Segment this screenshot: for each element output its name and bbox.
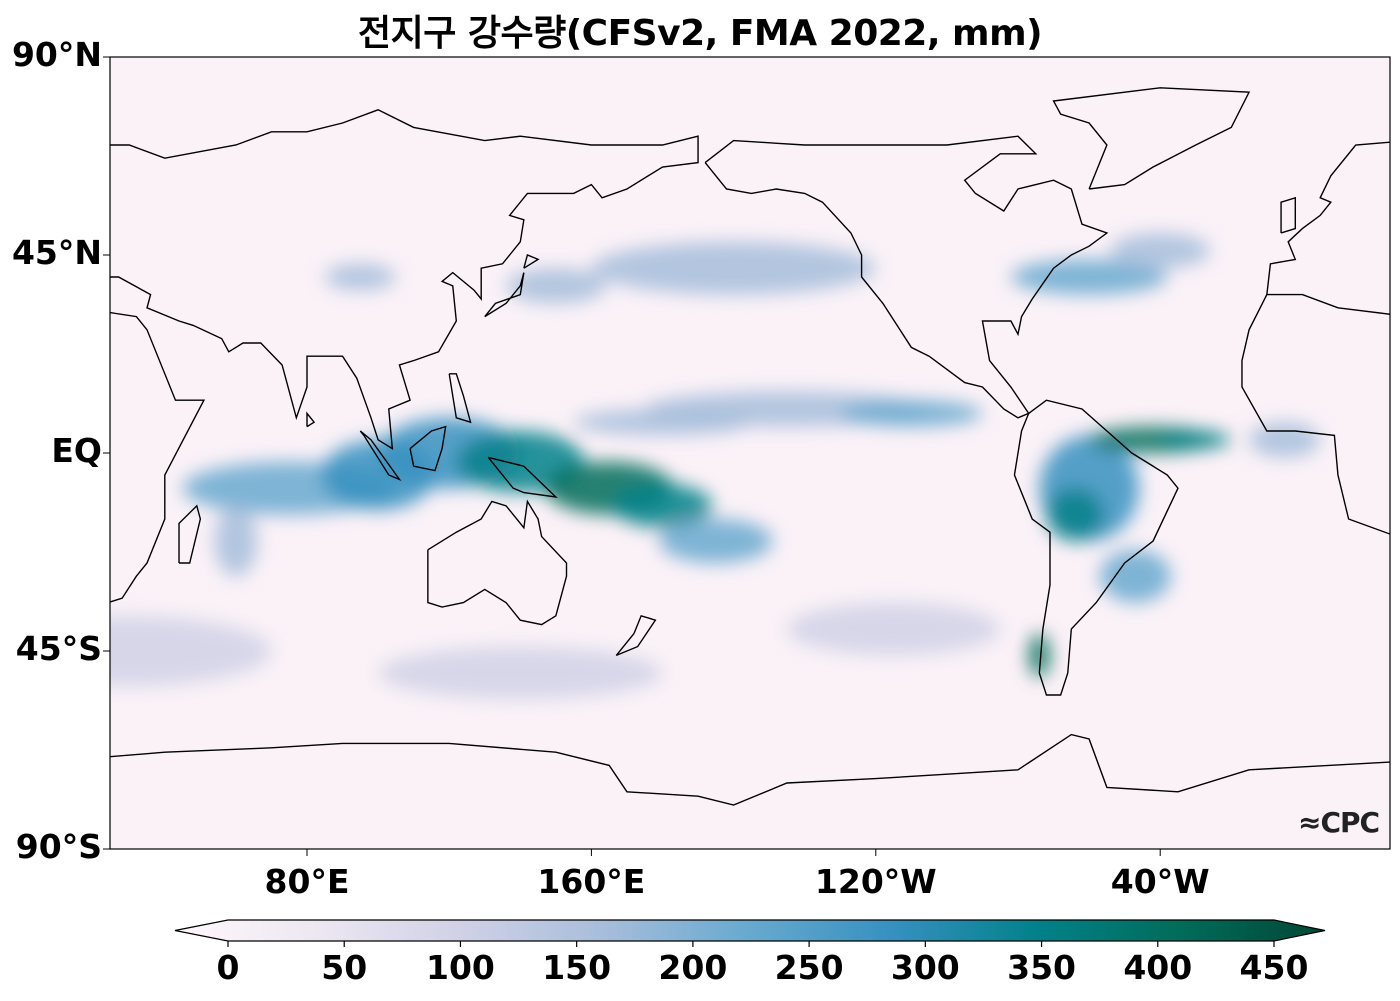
coastline	[1266, 141, 1390, 295]
map-background	[110, 57, 1390, 849]
precip-region	[1028, 633, 1050, 678]
precip-region	[324, 263, 396, 291]
lon-tick-label: 160°E	[537, 862, 646, 901]
precip-region	[110, 615, 272, 687]
lat-tick-label: 45°N	[11, 233, 102, 272]
colorbar-tick-label: 50	[321, 948, 368, 987]
lat-tick-label: 45°S	[15, 629, 102, 668]
colorbar-tick-label: 300	[890, 948, 960, 987]
precip-region	[612, 483, 713, 528]
precip-region	[378, 646, 663, 700]
coastline	[1241, 293, 1390, 535]
lon-tick-label: 120°W	[814, 862, 937, 901]
coastline	[484, 272, 525, 318]
coastlines	[110, 87, 1390, 806]
coastline	[178, 504, 202, 564]
coastline	[1052, 87, 1251, 190]
precip-region	[840, 400, 983, 427]
precip-region	[591, 241, 876, 295]
precip-region	[214, 505, 258, 577]
colorbar-tick-label: 250	[774, 948, 844, 987]
precip-region	[1046, 488, 1104, 541]
precip-region	[658, 519, 773, 563]
precip-region	[1249, 422, 1321, 458]
precip-region	[786, 602, 1001, 656]
coastline	[1013, 399, 1179, 696]
coastline	[487, 456, 558, 498]
coastline	[448, 373, 472, 424]
coastline	[523, 254, 540, 269]
coastline	[409, 425, 447, 472]
colorbar-tick-label: 0	[216, 948, 240, 987]
lat-tick-label: EQ	[51, 431, 102, 470]
lon-tick-label: 80°E	[264, 862, 350, 901]
lat-tick-label: 90°S	[15, 827, 102, 866]
coastline	[306, 411, 316, 428]
colorbar-tick-label: 150	[542, 948, 612, 987]
map-title: 전지구 강수량(CFSv2, FMA 2022, mm)	[357, 13, 1043, 54]
lon-tick-label: 40°W	[1110, 862, 1210, 901]
precipitation-field	[110, 233, 1321, 700]
colorbar-tick-label: 100	[425, 948, 495, 987]
coastline	[704, 135, 1109, 419]
coastline	[427, 499, 568, 626]
precip-region	[1010, 259, 1168, 295]
colorbar-tick-label: 400	[1123, 948, 1193, 987]
precip-region	[506, 268, 606, 304]
coastline	[110, 311, 206, 603]
axis-ticks	[103, 56, 1161, 856]
colorbar-tick-label: 350	[1007, 948, 1076, 987]
precip-region	[1160, 431, 1232, 449]
coastline	[359, 430, 402, 481]
coastline	[1280, 196, 1296, 234]
colorbar-tick-label: 200	[658, 948, 728, 987]
cpc-logo: ≈CPC	[1298, 806, 1380, 839]
precip-region	[1099, 549, 1171, 603]
precip-region	[573, 409, 752, 436]
colorbar-tick-label: 450	[1239, 948, 1309, 987]
colorbar-ticks	[227, 941, 1275, 947]
lat-tick-label: 90°N	[11, 35, 102, 74]
coastline	[615, 614, 657, 657]
precip-region	[1110, 233, 1210, 269]
coastline	[110, 109, 699, 450]
colorbar	[174, 919, 1326, 942]
coastline	[110, 733, 1390, 806]
